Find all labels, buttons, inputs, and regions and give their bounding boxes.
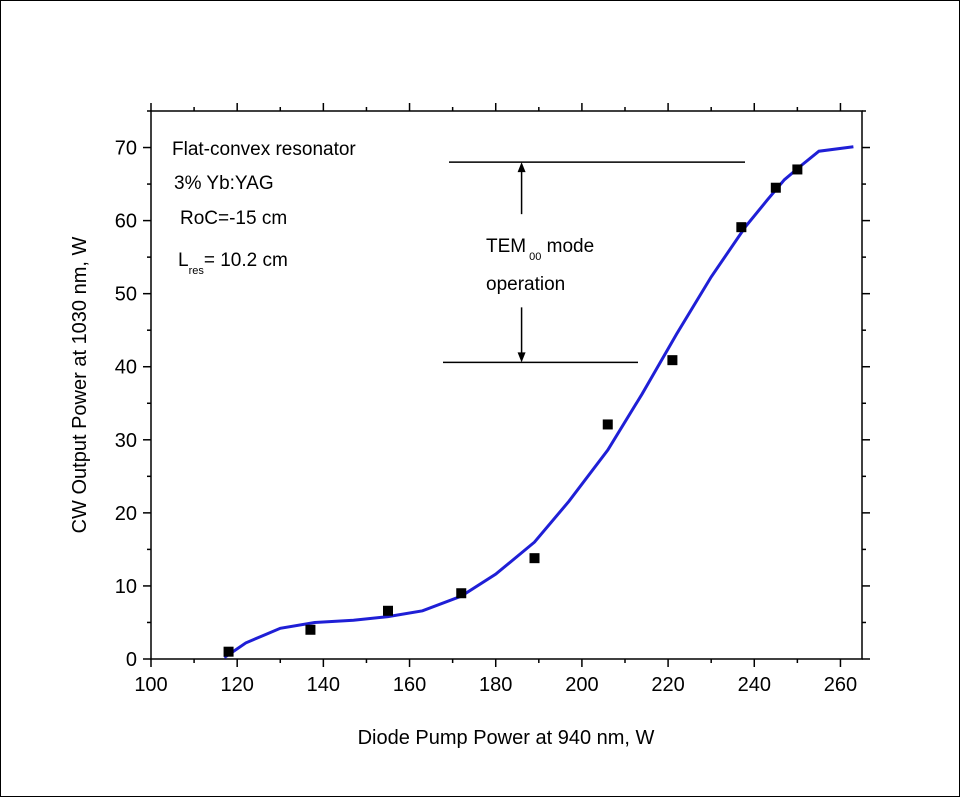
data-point bbox=[305, 624, 316, 635]
data-point bbox=[736, 222, 747, 233]
y-tick-label: 40 bbox=[115, 357, 137, 379]
x-tick-label: 120 bbox=[220, 674, 253, 696]
data-point bbox=[770, 182, 781, 193]
upper-arrow-head bbox=[517, 162, 526, 173]
axis-ticks: 100 120 140 160 180 200 220 240 260 0 10 20 30 40 50 60… bbox=[115, 103, 870, 696]
x-axis-label: Diode Pump Power at 940 nm, W bbox=[358, 727, 655, 749]
x-tick-label: 200 bbox=[565, 674, 598, 696]
data-point bbox=[223, 646, 234, 657]
x-tick-label: 160 bbox=[393, 674, 426, 696]
y-tick-label: 30 bbox=[115, 430, 137, 452]
data-point bbox=[529, 553, 540, 564]
y-tick-label: 70 bbox=[115, 138, 137, 160]
fit-curve-line bbox=[223, 145, 854, 659]
data-point bbox=[456, 588, 467, 599]
annotation-crystal: 3% Yb:YAG bbox=[174, 173, 274, 194]
y-tick-label: 0 bbox=[126, 649, 137, 671]
y-tick-label: 50 bbox=[115, 284, 137, 306]
x-tick-label: 140 bbox=[307, 674, 340, 696]
data-point bbox=[602, 419, 613, 430]
x-tick-label: 260 bbox=[824, 674, 857, 696]
lres-subscript: res bbox=[189, 265, 205, 277]
annotation-lres: Lres= 10.2 cm bbox=[178, 250, 288, 277]
annotation-roc: RoC=-15 cm bbox=[180, 208, 287, 229]
tem-mode: mode bbox=[541, 236, 594, 257]
data-point bbox=[792, 164, 803, 175]
y-tick-label: 60 bbox=[115, 211, 137, 233]
y-axis-label: CW Output Power at 1030 nm, W bbox=[69, 236, 91, 533]
data-point bbox=[383, 605, 393, 616]
annotation-resonator: Flat-convex resonator bbox=[172, 139, 356, 160]
data-markers bbox=[223, 164, 803, 657]
data-point bbox=[667, 355, 678, 366]
annotation-operation: operation bbox=[486, 274, 565, 295]
y-tick-label: 20 bbox=[115, 503, 137, 525]
y-tick-label: 10 bbox=[115, 576, 137, 598]
plot-area bbox=[150, 110, 863, 660]
lres-value: = 10.2 cm bbox=[204, 250, 288, 271]
x-tick-label: 100 bbox=[134, 674, 167, 696]
lres-symbol: L bbox=[178, 250, 189, 271]
x-tick-label: 240 bbox=[738, 674, 771, 696]
annotation-tem: TEM 00 mode bbox=[486, 236, 594, 263]
tem-subscript: 00 bbox=[529, 251, 541, 263]
annotation-lines bbox=[443, 161, 745, 364]
x-tick-label: 220 bbox=[651, 674, 684, 696]
lower-arrow-head bbox=[517, 352, 526, 363]
x-tick-label: 180 bbox=[479, 674, 512, 696]
tem-symbol: TEM bbox=[486, 236, 526, 257]
